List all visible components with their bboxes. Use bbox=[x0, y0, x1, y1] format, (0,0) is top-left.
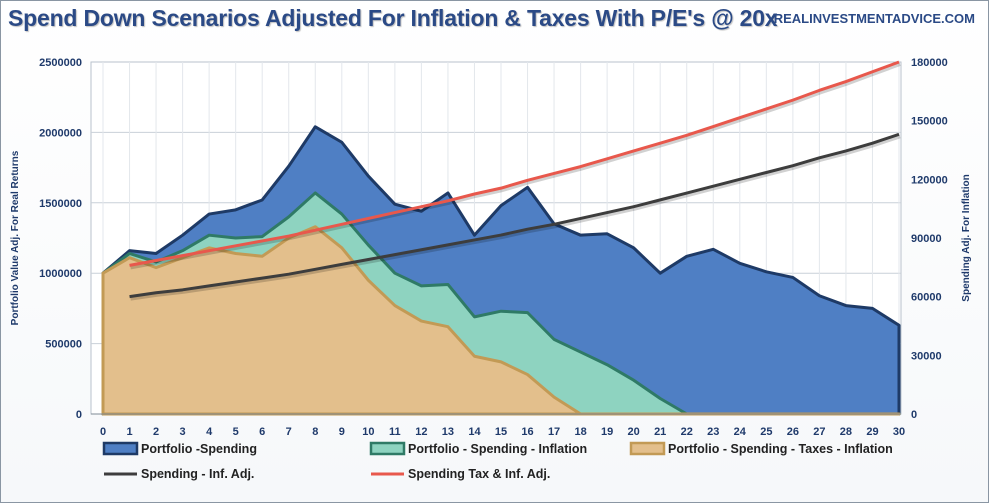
y-right-tick-label-1: 30000 bbox=[911, 350, 942, 362]
x-tick-label-4: 4 bbox=[206, 426, 213, 438]
x-tick-label-25: 25 bbox=[760, 426, 772, 438]
legend-swatch-2 bbox=[369, 441, 406, 456]
x-tick-label-21: 21 bbox=[654, 426, 666, 438]
x-tick-label-2: 2 bbox=[153, 426, 159, 438]
x-tick-label-15: 15 bbox=[495, 426, 507, 438]
x-tick-label-8: 8 bbox=[312, 426, 318, 438]
legend-swatch-3 bbox=[629, 441, 666, 456]
x-tick-label-13: 13 bbox=[442, 426, 454, 438]
legend-swatch-1 bbox=[102, 441, 139, 456]
legend-label-5: Spending Tax & Inf. Adj. bbox=[408, 467, 550, 481]
axes: 0500000100000015000002000000250000003000… bbox=[10, 57, 972, 438]
x-tick-label-17: 17 bbox=[548, 426, 560, 438]
x-tick-label-18: 18 bbox=[574, 426, 586, 438]
x-tick-label-3: 3 bbox=[180, 426, 186, 438]
x-tick-label-10: 10 bbox=[362, 426, 374, 438]
x-tick-label-29: 29 bbox=[866, 426, 878, 438]
chart-title: Spend Down Scenarios Adjusted For Inflat… bbox=[8, 5, 778, 31]
x-tick-label-11: 11 bbox=[389, 426, 401, 438]
legend-label-3: Portfolio - Spending - Taxes - Inflation bbox=[668, 442, 893, 456]
y-right-axis-title: Spending Adj. For Inflation bbox=[961, 174, 972, 301]
x-tick-label-12: 12 bbox=[415, 426, 427, 438]
y-right-tick-label-0: 0 bbox=[911, 409, 917, 421]
x-tick-label-9: 9 bbox=[339, 426, 345, 438]
x-tick-label-6: 6 bbox=[259, 426, 265, 438]
y-right-tick-label-6: 180000 bbox=[911, 57, 948, 69]
y-right-tick-label-2: 60000 bbox=[911, 292, 942, 304]
x-tick-label-5: 5 bbox=[233, 426, 239, 438]
y-left-tick-label-3: 1500000 bbox=[39, 198, 82, 210]
y-right-tick-label-3: 90000 bbox=[911, 233, 942, 245]
x-tick-label-24: 24 bbox=[734, 426, 747, 438]
y-right-tick-label-4: 120000 bbox=[911, 174, 948, 186]
x-tick-label-7: 7 bbox=[286, 426, 292, 438]
legend-label-1: Portfolio -Spending bbox=[141, 442, 257, 456]
y-left-tick-label-4: 2000000 bbox=[39, 127, 82, 139]
legend: Portfolio -Spending Portfolio - Spending … bbox=[102, 441, 893, 481]
line-series-1 bbox=[129, 132, 900, 299]
x-tick-label-16: 16 bbox=[521, 426, 533, 438]
x-tick-label-22: 22 bbox=[681, 426, 693, 438]
y-left-tick-label-0: 0 bbox=[76, 409, 82, 421]
x-tick-label-23: 23 bbox=[707, 426, 719, 438]
x-tick-label-28: 28 bbox=[840, 426, 852, 438]
source-label: REALINVESTMENTADVICE.COM bbox=[773, 11, 975, 26]
x-tick-label-27: 27 bbox=[813, 426, 825, 438]
y-left-axis-title: Portfolio Value Adj. For Real Returns bbox=[10, 150, 21, 325]
x-tick-label-26: 26 bbox=[787, 426, 799, 438]
x-tick-label-20: 20 bbox=[628, 426, 640, 438]
legend-label-2: Portfolio - Spending - Inflation bbox=[408, 442, 587, 456]
y-left-tick-label-2: 1000000 bbox=[39, 268, 82, 280]
y-right-tick-label-5: 150000 bbox=[911, 116, 948, 128]
y-left-tick-label-1: 500000 bbox=[45, 339, 82, 351]
line-shadow-2 bbox=[130, 62, 901, 270]
legend-label-4: Spending - Inf. Adj. bbox=[141, 467, 254, 481]
x-tick-label-30: 30 bbox=[893, 426, 905, 438]
line-series-2 bbox=[129, 60, 900, 267]
x-tick-label-19: 19 bbox=[601, 426, 613, 438]
x-tick-label-0: 0 bbox=[100, 426, 106, 438]
line-series bbox=[129, 60, 901, 301]
line-shadow-1 bbox=[130, 134, 901, 301]
x-tick-label-1: 1 bbox=[126, 426, 132, 438]
y-left-tick-label-5: 2500000 bbox=[39, 57, 82, 69]
x-tick-label-14: 14 bbox=[468, 426, 481, 438]
